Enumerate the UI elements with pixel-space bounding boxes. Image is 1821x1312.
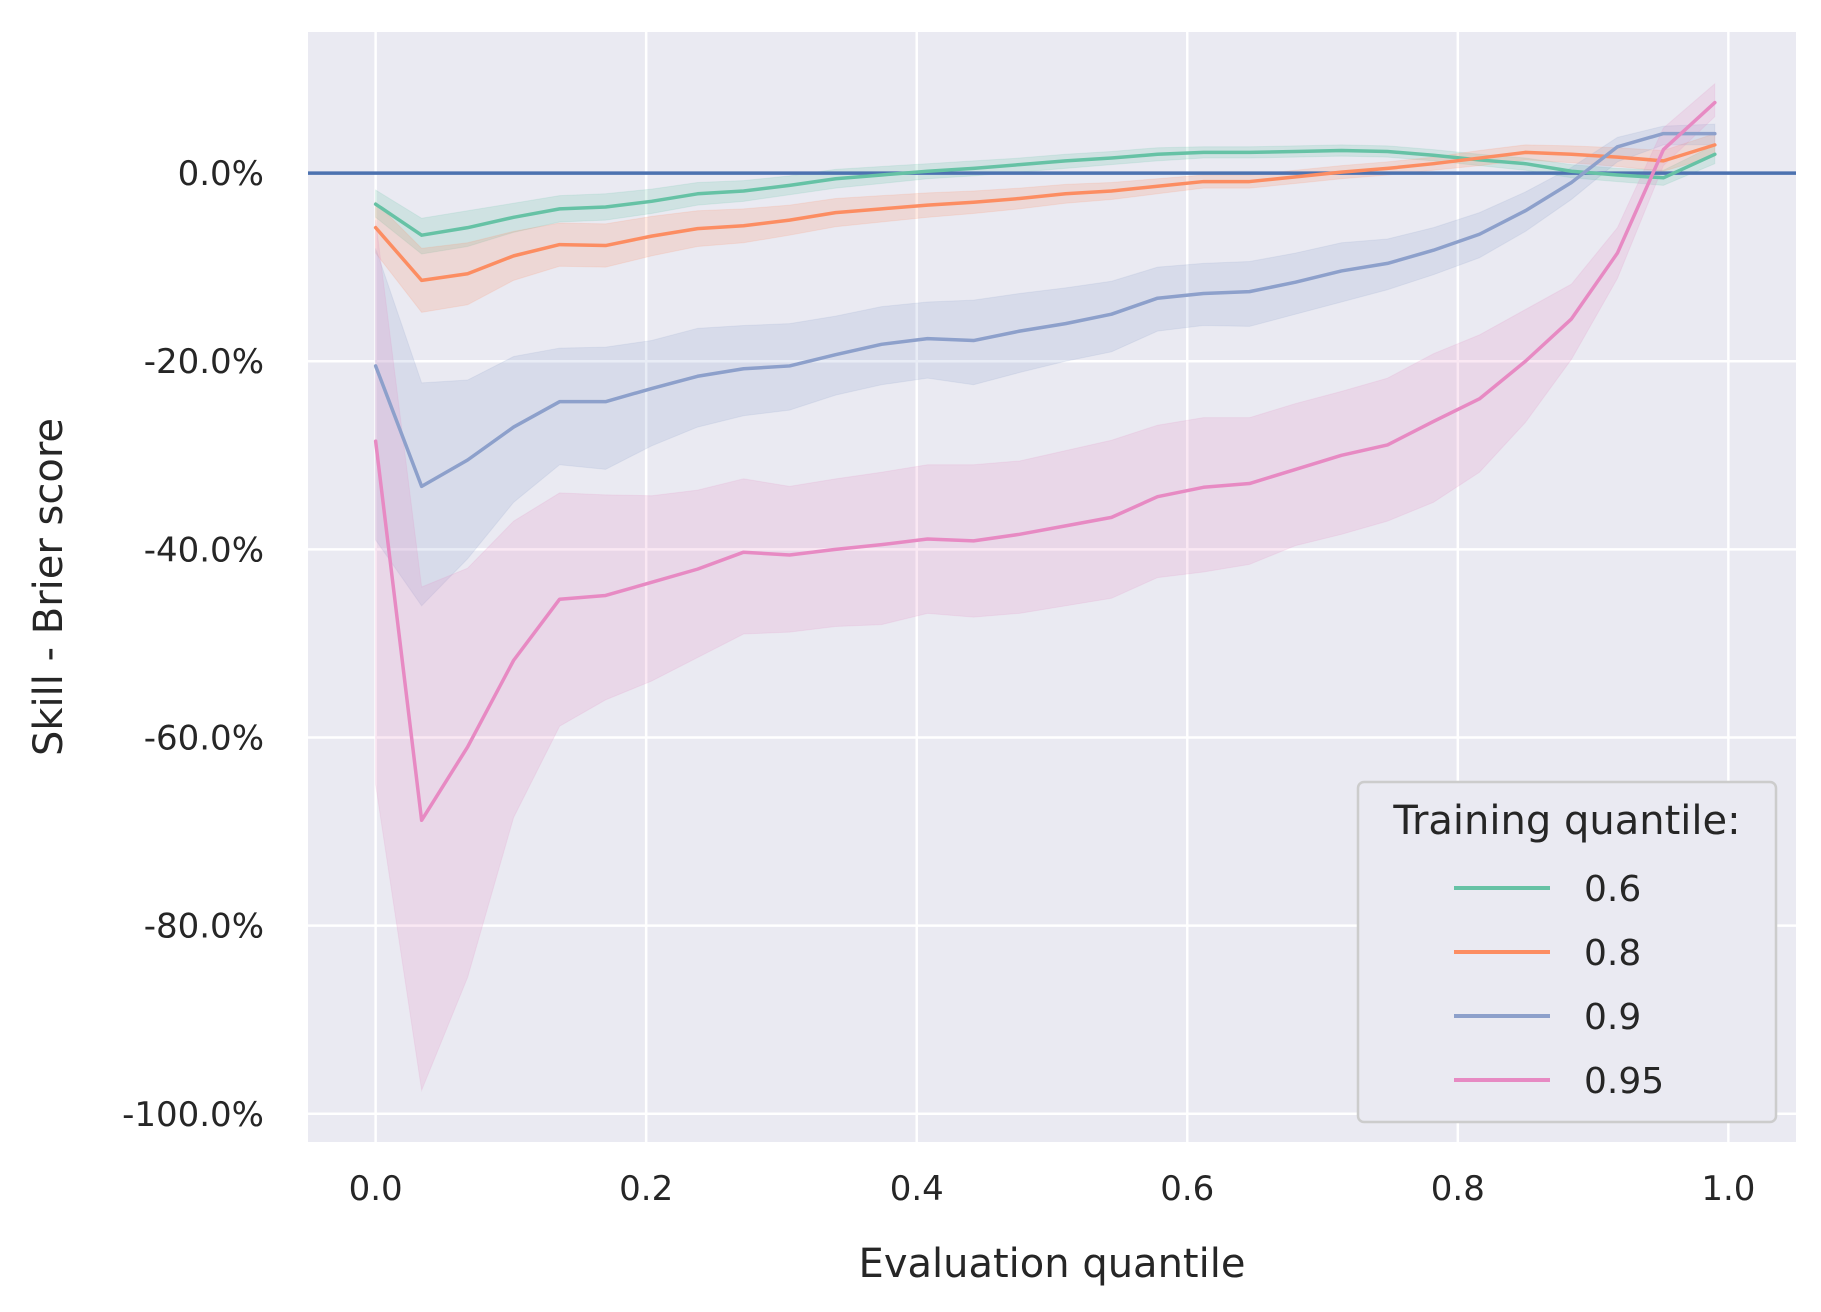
x-tick-label: 0.8	[1431, 1169, 1485, 1209]
x-tick-label: 0.2	[619, 1169, 673, 1209]
legend-label-0.95: 0.95	[1584, 1061, 1664, 1102]
confidence-bands	[375, 82, 1716, 1093]
confidence-band-0.95	[375, 82, 1716, 1093]
legend-items: 0.6 0.8 0.9 0.95	[1454, 869, 1664, 1102]
y-tick-labels: 0.0% -20.0% -40.0% -60.0% -80.0% -100.0%	[122, 154, 264, 1135]
confidence-band-0.6	[375, 144, 1716, 255]
x-tick-labels: 0.0 0.2 0.4 0.6 0.8 1.0	[349, 1169, 1756, 1209]
x-tick-label: 0.4	[890, 1169, 944, 1209]
series-line-0.95	[373, 100, 1717, 823]
y-tick-label: -60.0%	[144, 719, 264, 759]
y-tick-label: -80.0%	[144, 907, 264, 947]
legend-label-0.9: 0.9	[1584, 997, 1641, 1038]
x-tick-label: 0.0	[349, 1169, 403, 1209]
x-tick-label: 0.6	[1160, 1169, 1214, 1209]
legend-box	[1356, 780, 1778, 1124]
series-line-0.8	[373, 143, 1717, 283]
x-axis-title: Evaluation quantile	[859, 1241, 1246, 1287]
series-line-0.9	[373, 131, 1717, 489]
legend-title: Training quantile:	[1392, 798, 1740, 844]
legend-label-0.8: 0.8	[1584, 933, 1641, 974]
y-tick-label: -20.0%	[144, 342, 264, 382]
y-axis-title: Skill - Brier score	[26, 418, 72, 756]
x-tick-label: 1.0	[1701, 1169, 1755, 1209]
y-tick-label: -40.0%	[144, 530, 264, 570]
y-tick-label: -100.0%	[122, 1095, 264, 1135]
y-tick-label: 0.0%	[178, 154, 264, 194]
series-lines	[373, 100, 1717, 823]
legend: Training quantile: 0.6 0.8 0.9 0.95	[1356, 780, 1778, 1124]
series-line-0.6	[373, 148, 1717, 237]
legend-label-0.6: 0.6	[1584, 869, 1641, 910]
